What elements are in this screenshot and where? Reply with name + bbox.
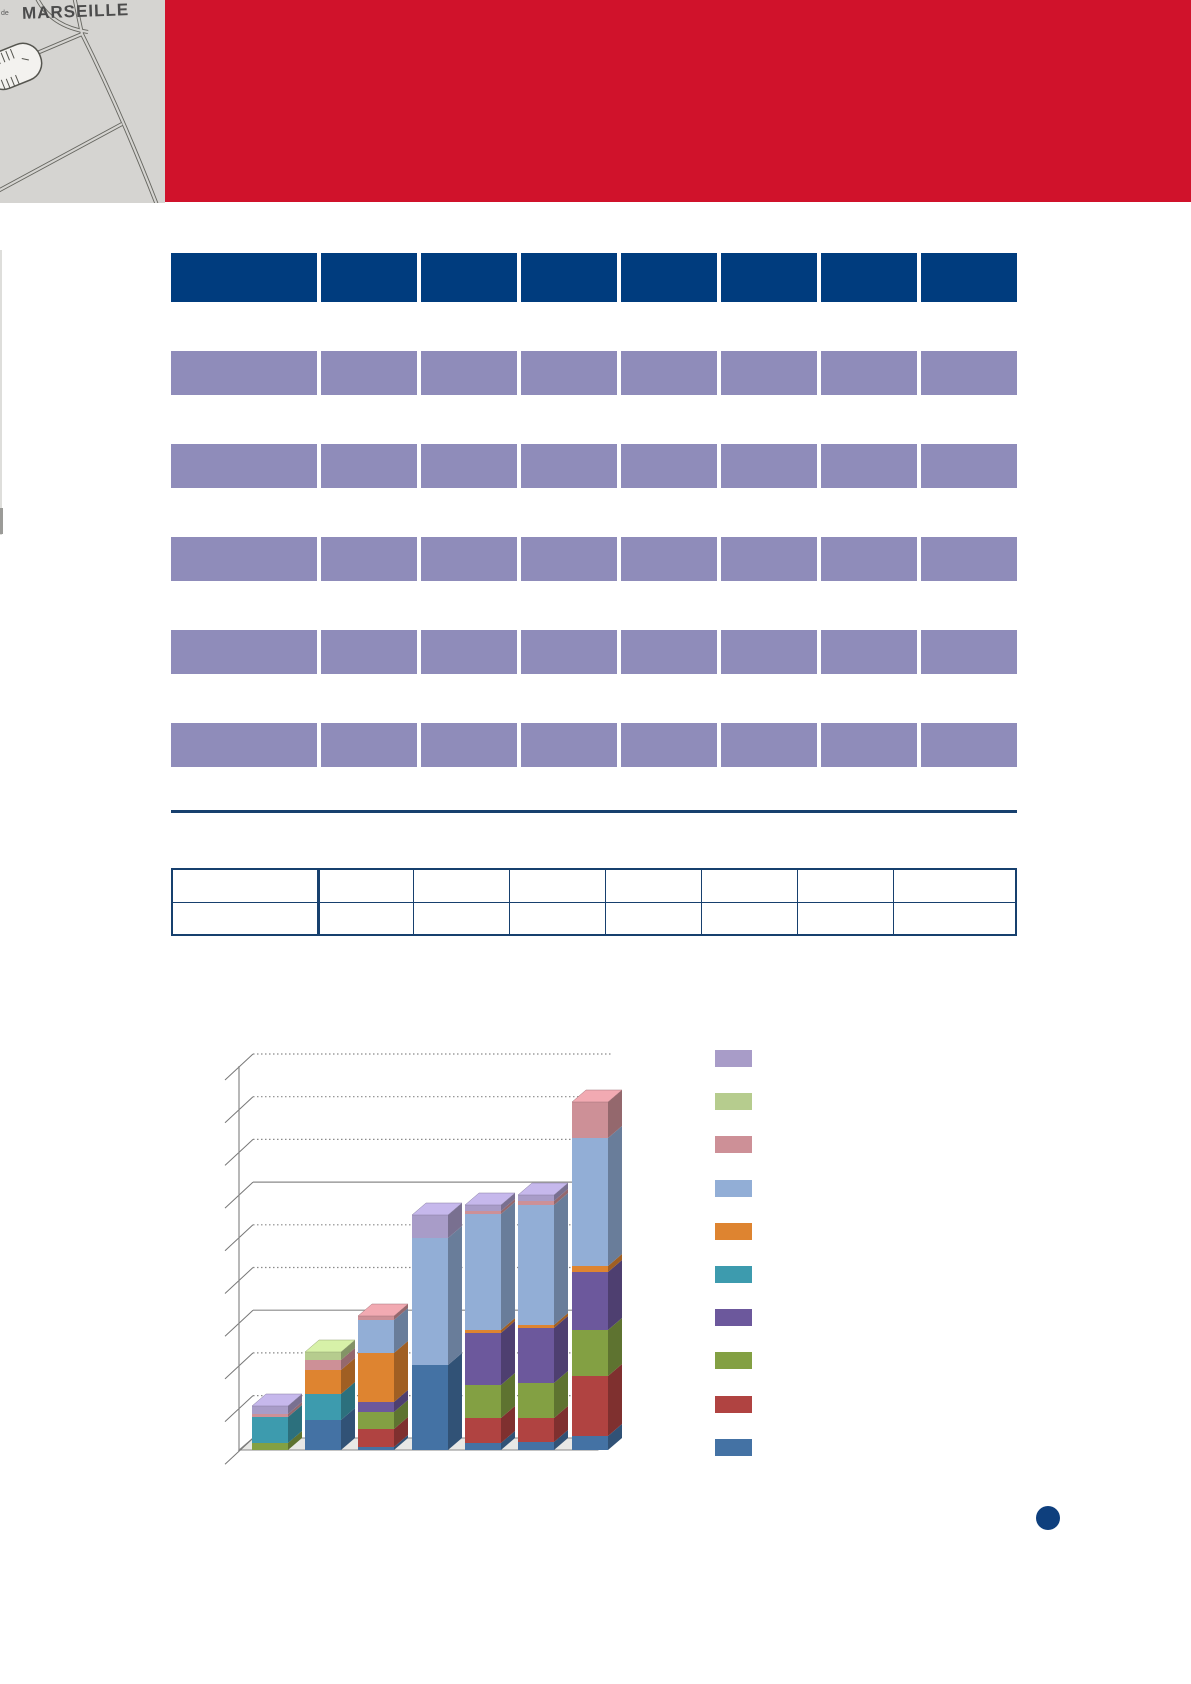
horizontal-rule [171, 810, 1017, 813]
page-number-dot [1036, 1506, 1060, 1530]
table-cell [721, 351, 817, 395]
summary-table-cell [701, 902, 797, 934]
summary-table-cell [173, 902, 317, 934]
map-roads-graphic [0, 0, 159, 203]
table-cell [521, 444, 617, 488]
table-header-cell [321, 253, 417, 302]
table-cell [921, 537, 1017, 581]
table-cell [521, 723, 617, 767]
summary-table-cell [893, 902, 989, 934]
table-header-cell [171, 253, 317, 302]
table-cell [721, 537, 817, 581]
table-cell [171, 444, 317, 488]
table-header-row [171, 253, 1017, 302]
table-header-cell [721, 253, 817, 302]
table-header-cell [421, 253, 517, 302]
summary-table-row [173, 902, 1015, 934]
summary-table-cell [317, 902, 413, 934]
map-city-label: MARSEILLE [21, 0, 130, 23]
table-cell [621, 444, 717, 488]
table-cell [921, 351, 1017, 395]
table-header-cell [821, 253, 917, 302]
table-header-cell [921, 253, 1017, 302]
summary-table [171, 868, 1017, 936]
summary-table-cell [605, 870, 701, 902]
table-cell [921, 723, 1017, 767]
legend-swatch-orange [715, 1223, 752, 1240]
table-header-cell [621, 253, 717, 302]
legend-swatch-teal [715, 1266, 752, 1283]
map-fragment: de MARSEILLE [0, 0, 165, 203]
summary-table-cell [509, 870, 605, 902]
table-row [171, 351, 1017, 395]
table-cell [521, 351, 617, 395]
table-cell [421, 444, 517, 488]
table-cell [521, 537, 617, 581]
table-cell [921, 444, 1017, 488]
summary-table-cell [509, 902, 605, 934]
summary-table-cell [893, 870, 989, 902]
table-cell [171, 537, 317, 581]
table-cell [421, 630, 517, 674]
table-cell [421, 723, 517, 767]
scan-artifact-mark [0, 508, 3, 534]
stadium-shape [0, 42, 43, 91]
table-cell [321, 630, 417, 674]
table-cell [821, 351, 917, 395]
table-cell [321, 351, 417, 395]
table-cell [621, 723, 717, 767]
scan-artifact-strip [0, 250, 2, 535]
legend-swatch-olive-green [715, 1352, 752, 1369]
table-cell [621, 537, 717, 581]
legend-swatch-red [715, 1396, 752, 1413]
table-cell [821, 723, 917, 767]
map-label-prefix: de [1, 10, 9, 17]
table-row [171, 723, 1017, 767]
table-cell [421, 537, 517, 581]
table-cell [721, 444, 817, 488]
table-cell [421, 351, 517, 395]
legend-swatch-steel-blue [715, 1180, 752, 1197]
table-cell [171, 723, 317, 767]
table-cell [721, 630, 817, 674]
table-cell [171, 630, 317, 674]
table-cell [821, 630, 917, 674]
summary-table-cell [317, 870, 413, 902]
table-cell [921, 630, 1017, 674]
summary-table-cell [173, 870, 317, 902]
legend-swatch-blue [715, 1439, 752, 1456]
legend-swatch-lavender [715, 1050, 752, 1067]
summary-table-cell [701, 870, 797, 902]
stacked-bar-chart [224, 1053, 623, 1465]
summary-table-cell [413, 870, 509, 902]
table-cell [821, 537, 917, 581]
table-cell [621, 351, 717, 395]
legend-swatch-pale-green [715, 1093, 752, 1110]
legend-swatch-pink [715, 1136, 752, 1153]
table-cell [821, 444, 917, 488]
table-cell [321, 444, 417, 488]
summary-table-cell [605, 902, 701, 934]
table-header-cell [521, 253, 617, 302]
table-cell [321, 537, 417, 581]
table-cell [321, 723, 417, 767]
table-cell [521, 630, 617, 674]
table-cell [721, 723, 817, 767]
main-data-table [171, 253, 1017, 816]
table-row [171, 444, 1017, 488]
summary-table-cell [797, 902, 893, 934]
title-banner [165, 0, 1191, 202]
legend-swatch-purple [715, 1309, 752, 1326]
table-cell [171, 351, 317, 395]
table-cell [621, 630, 717, 674]
table-row [171, 537, 1017, 581]
summary-table-cell [797, 870, 893, 902]
summary-table-row [173, 870, 1015, 903]
table-row [171, 630, 1017, 674]
summary-table-cell [413, 902, 509, 934]
